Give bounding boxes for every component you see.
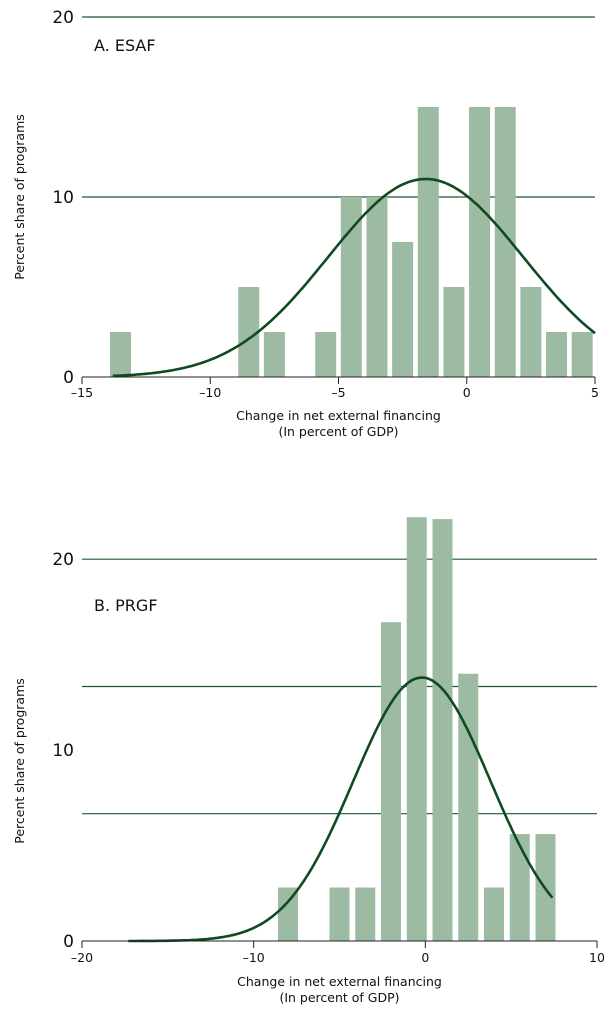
- histogram-bar: [355, 887, 376, 941]
- x-axis-sublabel: (In percent of GDP): [279, 990, 399, 1005]
- x-axis-label: Change in net external financing: [236, 408, 441, 423]
- histogram-bar: [278, 887, 298, 941]
- histogram-bar: [458, 673, 479, 941]
- fitted-curve: [112, 177, 596, 378]
- x-tick-label: –15: [71, 385, 93, 400]
- histogram-bar: [484, 887, 504, 941]
- x-tick-label: –10: [243, 950, 265, 965]
- y-tick-label: 20: [52, 550, 74, 570]
- histogram-bar: [494, 107, 516, 377]
- histogram-bar: [469, 107, 491, 377]
- x-tick-label: –20: [71, 950, 93, 965]
- histogram-bar: [392, 242, 414, 377]
- x-tick-label: 10: [589, 950, 605, 965]
- histogram-bar: [366, 197, 388, 377]
- x-tick-label: –5: [331, 385, 345, 400]
- panel-title: B. PRGF: [94, 596, 158, 615]
- y-tick-label: 0: [63, 932, 74, 952]
- histogram-bar: [520, 287, 542, 377]
- histogram-bar: [417, 107, 439, 377]
- histogram-bar: [432, 519, 453, 941]
- panel-b-prgf: –20 –10 0 10 0 10 20 B. PRGF Change in net exter…: [12, 517, 605, 1005]
- x-tick-label: 5: [591, 385, 599, 400]
- y-tick-label: 10: [52, 741, 74, 761]
- histogram-bar: [238, 287, 260, 377]
- panel-a-esaf: –15 –10 –5 0 5 0 10 20 A. ESAF Change in net exte…: [12, 8, 599, 439]
- y-tick-label: 0: [63, 368, 74, 388]
- histogram-bar: [109, 332, 131, 377]
- histogram-bar: [406, 517, 427, 941]
- histogram-bar: [340, 197, 362, 377]
- histogram-bar: [443, 287, 465, 377]
- x-tick-label: 0: [463, 385, 471, 400]
- panel-title: A. ESAF: [94, 36, 156, 55]
- histogram-bar: [329, 887, 350, 941]
- x-tick-label: –10: [199, 385, 221, 400]
- x-axis-label: Change in net external financing: [237, 974, 442, 989]
- y-tick-label: 10: [52, 188, 74, 208]
- y-tick-label: 20: [52, 8, 74, 28]
- fitted-curve: [128, 676, 554, 943]
- histogram-bar: [381, 622, 401, 941]
- histogram-bar: [509, 834, 530, 941]
- x-axis-sublabel: (In percent of GDP): [278, 424, 398, 439]
- histogram-bar: [571, 332, 593, 377]
- histogram-bar: [546, 332, 568, 377]
- histogram-bar: [315, 332, 337, 377]
- x-tick-label: 0: [421, 950, 429, 965]
- y-axis-label: Percent share of programs: [12, 678, 27, 844]
- y-axis-label: Percent share of programs: [12, 114, 27, 280]
- histogram-bar: [263, 332, 285, 377]
